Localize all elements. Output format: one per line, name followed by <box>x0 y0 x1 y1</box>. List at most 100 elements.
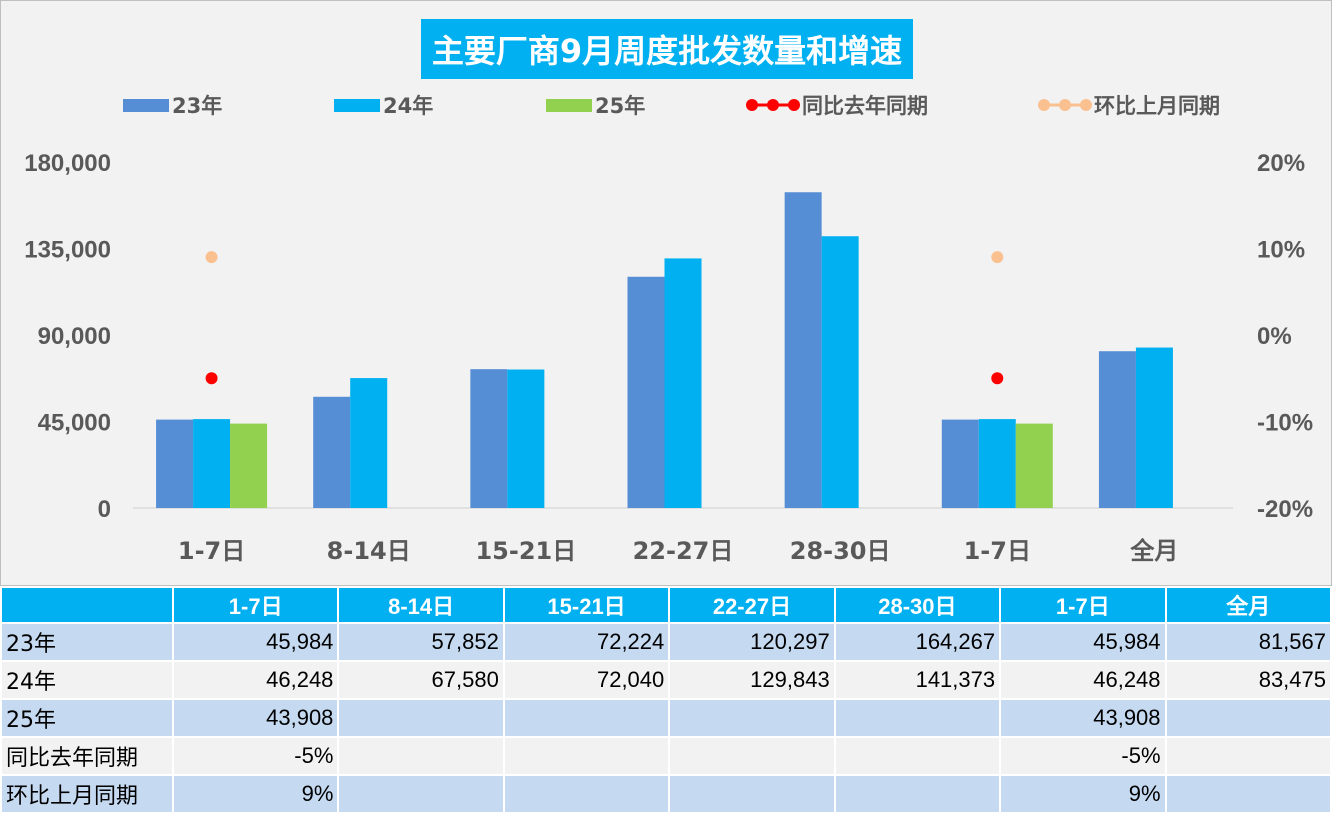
table-cell: 72,040 <box>502 660 671 700</box>
bar-23年 <box>313 396 351 508</box>
table-cell: 45,984 <box>171 622 340 662</box>
table-cell <box>668 736 836 776</box>
legend-label: 23年 <box>172 94 222 118</box>
legend-marker <box>788 99 800 111</box>
point-同比去年同期 <box>205 372 218 385</box>
table-cell: -5% <box>999 736 1167 776</box>
y-left-tick-label: 135,000 <box>24 237 111 264</box>
legend-swatch <box>123 99 169 112</box>
legend-swatch <box>546 99 592 112</box>
x-tick-label: 15-21日 <box>475 537 576 565</box>
table-cell: 164,267 <box>833 622 1002 662</box>
y-right-tick-label: 10% <box>1257 237 1305 264</box>
table-header-cell: 8-14日 <box>337 586 505 624</box>
legend-label: 同比去年同期 <box>802 94 928 118</box>
table-cell <box>833 736 1002 776</box>
legend-marker <box>746 99 758 111</box>
bar-24年 <box>1135 347 1173 508</box>
table-row-label: 25年 <box>0 698 174 738</box>
y-left-tick-label: 0 <box>98 496 111 523</box>
table-header-row: 1-7日 8-14日 15-21日 22-27日 28-30日 1-7日 全月 <box>0 586 1332 624</box>
table-cell: 43,908 <box>999 698 1167 738</box>
legend-label: 25年 <box>595 94 645 118</box>
y-left-tick-label: 90,000 <box>38 323 111 350</box>
table-cell <box>668 698 836 738</box>
table-row-label: 环比上月同期 <box>0 774 174 814</box>
x-tick-label: 全月 <box>1129 537 1178 565</box>
table-cell <box>833 774 1002 814</box>
legend-label: 环比上月同期 <box>1094 94 1220 118</box>
y-left-tick-label: 45,000 <box>38 410 111 437</box>
table-cell: 9% <box>999 774 1167 814</box>
table-header-cell: 1-7日 <box>999 586 1167 624</box>
bar-24年 <box>350 378 388 508</box>
x-tick-label: 22-27日 <box>633 537 734 565</box>
bar-25年 <box>230 423 268 508</box>
table-row: 23年 45,984 57,852 72,224 120,297 164,267 45,98… <box>0 622 1332 662</box>
table-cell <box>1164 736 1332 776</box>
chart-canvas: 0 45,000 90,000 135,000 180,000 -20% -10% 0% 10%… <box>24 94 1313 565</box>
table-cell: 141,373 <box>833 660 1002 700</box>
table-cell <box>1164 774 1332 814</box>
bar-24年 <box>821 236 859 508</box>
bar-24年 <box>507 369 545 508</box>
chart-title: 主要厂商9月周度批发数量和增速 <box>431 32 903 70</box>
table-row-label: 24年 <box>0 660 174 700</box>
bar-24年 <box>664 258 702 508</box>
table-cell: 9% <box>171 774 340 814</box>
table-cell <box>668 774 836 814</box>
y-right-tick-label: -20% <box>1257 496 1313 523</box>
table-row: 同比去年同期 -5% -5% <box>0 736 1332 776</box>
legend-marker <box>767 99 779 111</box>
table-cell: 57,852 <box>337 622 505 662</box>
table-header-cell: 1-7日 <box>171 586 340 624</box>
bar-24年 <box>193 419 231 508</box>
table-header-cell <box>0 586 174 624</box>
table-cell: 72,224 <box>502 622 671 662</box>
table-cell <box>337 774 505 814</box>
bar-23年 <box>156 419 194 508</box>
x-tick-label: 8-14日 <box>327 537 411 565</box>
table-cell: 120,297 <box>668 622 836 662</box>
y-right-tick-label: 20% <box>1257 150 1305 177</box>
point-环比上月同期 <box>991 251 1004 264</box>
table-cell <box>502 698 671 738</box>
bar-23年 <box>627 276 665 508</box>
data-table: 1-7日 8-14日 15-21日 22-27日 28-30日 1-7日 全月 … <box>0 586 1332 814</box>
x-tick-label: 28-30日 <box>790 537 891 565</box>
x-tick-label: 1-7日 <box>964 537 1031 565</box>
bar-23年 <box>784 192 822 509</box>
legend-marker <box>1080 99 1092 111</box>
table-header-cell: 15-21日 <box>502 586 671 624</box>
table-cell <box>337 736 505 776</box>
table-row-label: 23年 <box>0 622 174 662</box>
table-cell: 46,248 <box>999 660 1167 700</box>
table-row: 25年 43,908 43,908 <box>0 698 1332 738</box>
y-right-tick-label: 0% <box>1257 323 1292 350</box>
table-cell: 81,567 <box>1164 622 1332 662</box>
point-环比上月同期 <box>205 251 218 264</box>
table-cell: 46,248 <box>171 660 340 700</box>
table-cell: 43,908 <box>171 698 340 738</box>
y-right-tick-label: -10% <box>1257 410 1313 437</box>
table-header-cell: 22-27日 <box>668 586 836 624</box>
bar-23年 <box>470 369 508 508</box>
bar-23年 <box>941 419 979 508</box>
bar-25年 <box>1015 423 1053 508</box>
table-row: 环比上月同期 9% 9% <box>0 774 1332 814</box>
legend-swatch <box>334 99 380 112</box>
table-body: 23年 45,984 57,852 72,224 120,297 164,267 45,98… <box>0 622 1332 814</box>
chart-title-box: 主要厂商9月周度批发数量和增速 <box>421 19 913 79</box>
point-同比去年同期 <box>991 372 1004 385</box>
table-cell <box>833 698 1002 738</box>
y-left-tick-label: 180,000 <box>24 150 111 177</box>
chart-area: 0 45,000 90,000 135,000 180,000 -20% -10% 0% 10%… <box>0 0 1332 586</box>
table-row-label: 同比去年同期 <box>0 736 174 776</box>
table-cell <box>337 698 505 738</box>
table-cell: -5% <box>171 736 340 776</box>
table-cell <box>502 774 671 814</box>
table-cell <box>1164 698 1332 738</box>
legend-marker <box>1038 99 1050 111</box>
x-tick-label: 1-7日 <box>178 537 245 565</box>
legend-label: 24年 <box>383 94 433 118</box>
